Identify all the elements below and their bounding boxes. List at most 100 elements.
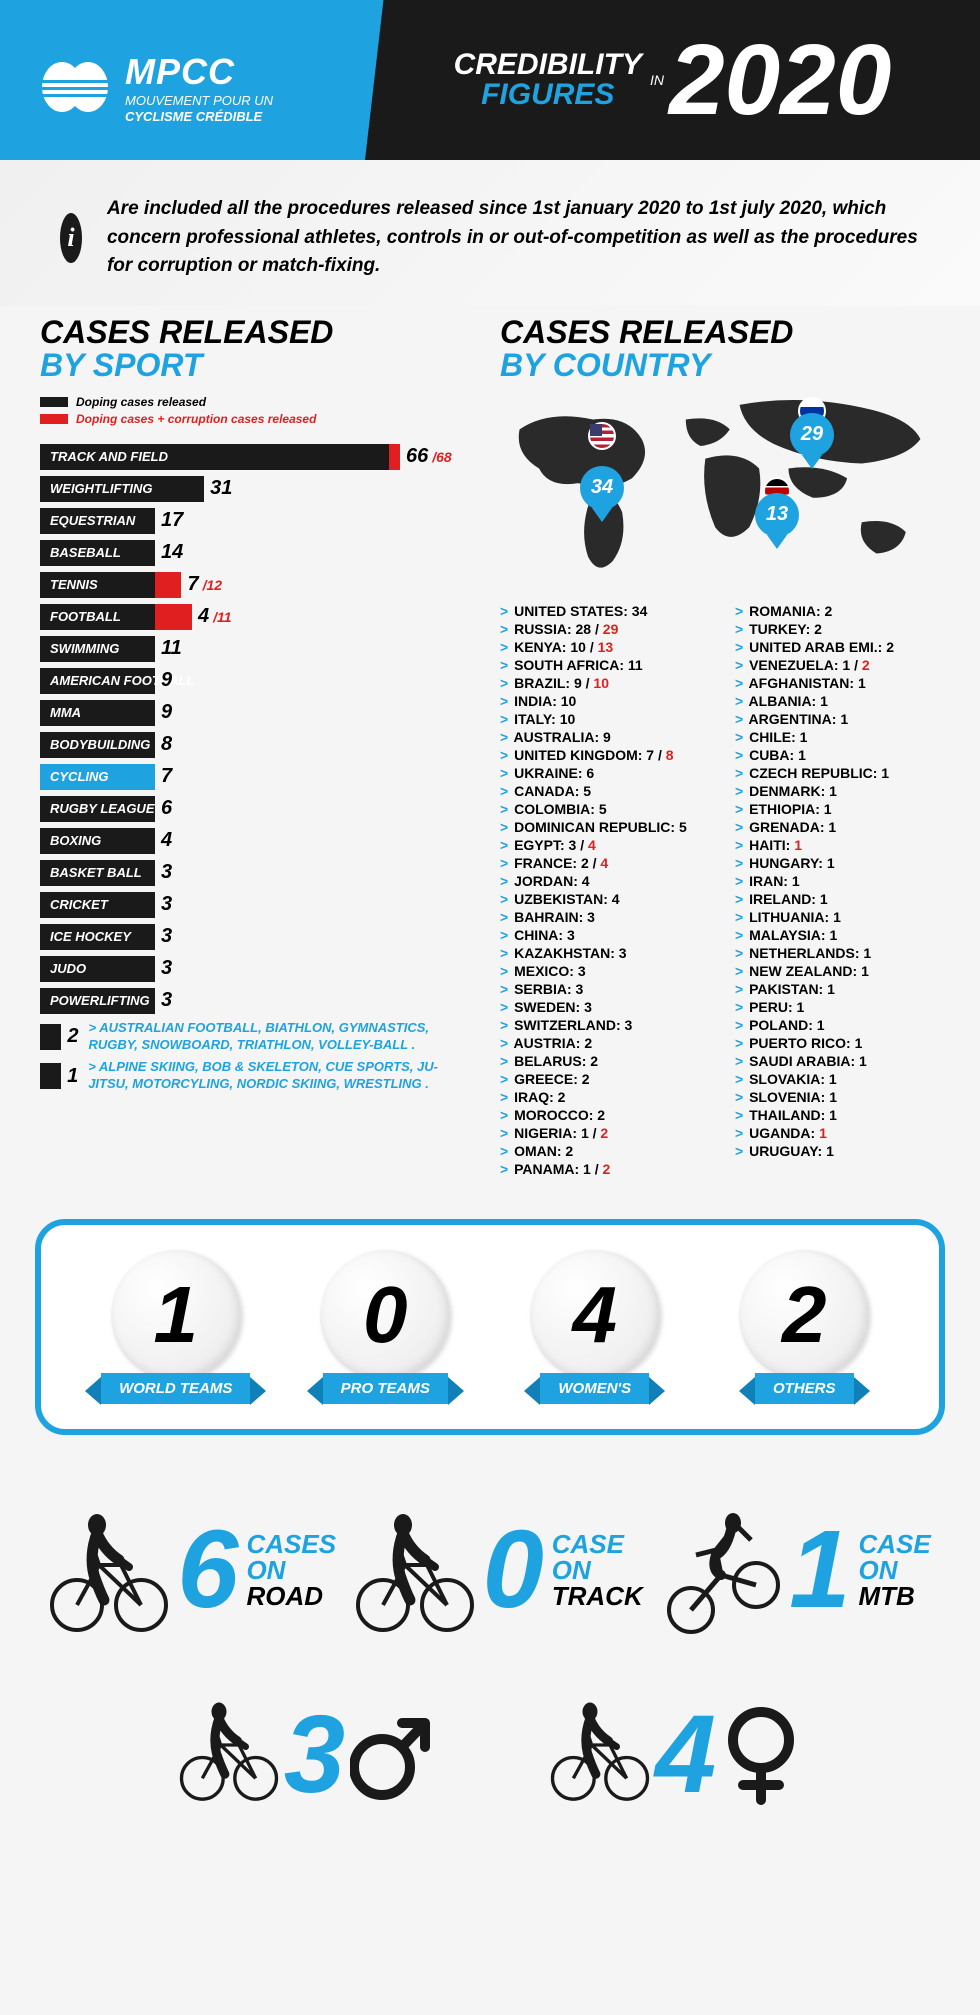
sport-bar-value: 3: [161, 925, 172, 948]
country-line: > EGYPT: 3 / 4: [500, 837, 705, 853]
credibility-word: CREDIBILITY: [454, 50, 642, 80]
sport-bar: WEIGHTLIFTING: [40, 476, 204, 502]
country-line: > IRELAND: 1: [735, 891, 940, 907]
sport-bar-value: 7: [187, 573, 198, 596]
badge: 2OTHERS: [714, 1250, 894, 1404]
badge-label: PRO TEAMS: [323, 1373, 448, 1404]
sport-bar: CRICKET: [40, 892, 155, 918]
country-line: > UNITED ARAB EMI.: 2: [735, 639, 940, 655]
pin-value: 34: [580, 466, 624, 510]
country-line: > TURKEY: 2: [735, 621, 940, 637]
sport-bar: BOXING: [40, 828, 155, 854]
cyclist-icon: [661, 1505, 781, 1635]
country-line: > GREECE: 2: [500, 1071, 705, 1087]
world-map-svg: [500, 383, 940, 593]
sport-heading: CASES RELEASED BY SPORT: [40, 316, 470, 383]
world-map: 34 29 13: [500, 383, 940, 593]
country-line: > UZBEKISTAN: 4: [500, 891, 705, 907]
sport-bar: SWIMMING: [40, 636, 155, 662]
cyclist-icon: [49, 1505, 169, 1635]
sport-bar-value: 4: [198, 605, 209, 628]
gender-stat: 3: [179, 1695, 430, 1815]
in-word: IN: [650, 72, 664, 88]
sport-bar-row: MMA9: [40, 700, 470, 726]
country-line: > FRANCE: 2 / 4: [500, 855, 705, 871]
country-line: > LITHUANIA: 1: [735, 909, 940, 925]
legend: Doping cases released Doping cases + cor…: [40, 395, 470, 426]
sport-bars: TRACK AND FIELD66/68WEIGHTLIFTING31EQUES…: [40, 444, 470, 1094]
country-line: > NIGERIA: 1 / 2: [500, 1125, 705, 1141]
sport-bar-value: 66: [406, 445, 428, 468]
country-line: > COLOMBIA: 5: [500, 801, 705, 817]
by-sport-section: CASES RELEASED BY SPORT Doping cases rel…: [40, 316, 470, 1179]
country-line: > THAILAND: 1: [735, 1107, 940, 1123]
gender-symbol-icon: [721, 1705, 801, 1805]
sport-bar: [40, 1024, 61, 1050]
badge-label: WORLD TEAMS: [101, 1373, 250, 1404]
gender-number: 3: [284, 1711, 345, 1799]
legend-swatch-red: [40, 414, 68, 424]
sport-bar-extra: [389, 444, 400, 470]
country-line: > BRAZIL: 9 / 10: [500, 675, 705, 691]
sport-bar-row: TENNIS7/12: [40, 572, 470, 598]
country-line: > BELARUS: 2: [500, 1053, 705, 1069]
country-line: > VENEZUELA: 1 / 2: [735, 657, 940, 673]
sport-bar-value: 3: [161, 957, 172, 980]
cyc-label: CASEONMTB: [858, 1531, 930, 1609]
country-line: > SOUTH AFRICA: 11: [500, 657, 705, 673]
cycling-stat: 6CASESONROAD: [49, 1505, 336, 1635]
sport-bar-value: 17: [161, 509, 183, 532]
country-line: > CHINA: 3: [500, 927, 705, 943]
sport-bar: TRACK AND FIELD: [40, 444, 389, 470]
country-line: > CUBA: 1: [735, 747, 940, 763]
country-line: > ARGENTINA: 1: [735, 711, 940, 727]
info-text: Are included all the procedures released…: [107, 195, 930, 281]
sport-bar-row: AMERICAN FOOTBALL9: [40, 668, 470, 694]
sport-bar-value: 3: [161, 893, 172, 916]
sport-bar-row: FOOTBALL4/11: [40, 604, 470, 630]
country-col-1: > UNITED STATES: 34> RUSSIA: 28 / 29> KE…: [500, 603, 705, 1179]
mpcc-logo-icon: [40, 60, 110, 115]
sport-bar-row: SWIMMING11: [40, 636, 470, 662]
badge-circle: 0: [320, 1250, 450, 1380]
sport-bar: ICE HOCKEY: [40, 924, 155, 950]
sport-heading-1: CASES RELEASED: [40, 314, 333, 350]
gender-symbol-icon: [350, 1705, 430, 1805]
country-line: > JORDAN: 4: [500, 873, 705, 889]
gender-number: 4: [655, 1711, 716, 1799]
sport-bar-value: 3: [161, 861, 172, 884]
info-icon: i: [60, 213, 82, 263]
infographic-container: MPCC MOUVEMENT POUR UN CYCLISME CRÉDIBLE…: [0, 0, 980, 1875]
sport-bar-value: 31: [210, 477, 232, 500]
sport-bar-row: EQUESTRIAN17: [40, 508, 470, 534]
country-line: > CZECH REPUBLIC: 1: [735, 765, 940, 781]
sport-bar-value-red: /12: [203, 577, 222, 593]
sport-bar: POWERLIFTING: [40, 988, 155, 1014]
pin-value: 29: [790, 413, 834, 457]
badge: 1WORLD TEAMS: [86, 1250, 266, 1404]
cyc-label: CASESONROAD: [246, 1531, 336, 1609]
legend-label-1: Doping cases released: [76, 395, 206, 409]
sport-bar: BODYBUILDING: [40, 732, 155, 758]
sport-bar-row: BASKET BALL3: [40, 860, 470, 886]
sport-bar-row: ICE HOCKEY 3: [40, 924, 470, 950]
sport-bar-value: 9: [161, 701, 172, 724]
country-heading-1: CASES RELEASED: [500, 314, 793, 350]
cyc-label: CASEONTRACK: [552, 1531, 643, 1609]
cyclist-icon: [550, 1695, 650, 1815]
sport-heading-2: BY SPORT: [40, 347, 202, 383]
by-country-section: CASES RELEASED BY COUNTRY 342913: [500, 316, 940, 1179]
badge-label: WOMEN'S: [540, 1373, 649, 1404]
logo-text: MPCC MOUVEMENT POUR UN CYCLISME CRÉDIBLE: [125, 51, 273, 124]
sport-bar: AMERICAN FOOTBALL: [40, 668, 155, 694]
country-line: > KENYA: 10 / 13: [500, 639, 705, 655]
info-band: i Are included all the procedures releas…: [0, 160, 980, 306]
country-line: > ETHIOPIA: 1: [735, 801, 940, 817]
gender-row: 34: [0, 1665, 980, 1875]
sport-bar-row: POWERLIFTING3: [40, 988, 470, 1014]
pin-value: 13: [755, 493, 799, 537]
sport-bar-row: TRACK AND FIELD66/68: [40, 444, 470, 470]
country-line: > SLOVAKIA: 1: [735, 1071, 940, 1087]
country-line: > PANAMA: 1 / 2: [500, 1161, 705, 1177]
flag-icon: [588, 422, 616, 450]
